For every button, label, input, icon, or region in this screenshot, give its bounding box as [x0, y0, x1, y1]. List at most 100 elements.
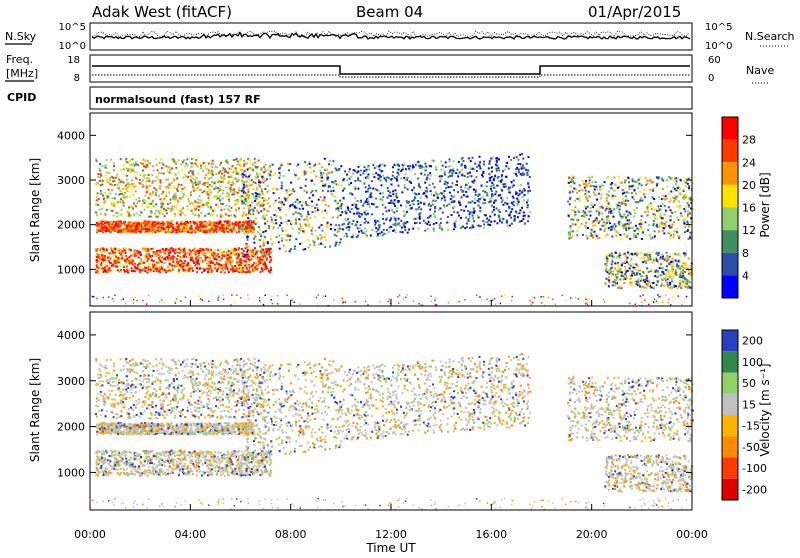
power-echo-cell-454 [216, 270, 218, 272]
power-echo-cell-2519 [236, 203, 238, 205]
power-echo-cell-4452 [574, 206, 576, 208]
power-echo-cell-3608 [517, 199, 519, 201]
power-echo-cell-2316 [137, 164, 139, 166]
power-echo-cell-3053 [453, 189, 455, 191]
power-echo-cell-2754 [311, 200, 313, 202]
power-echo-cell-471 [143, 248, 145, 250]
power-echo-cell-2195 [222, 203, 224, 205]
power-echo-cell-340 [245, 247, 247, 249]
power-echo-cell-2000 [227, 196, 229, 198]
power-echo-cell-1632 [130, 229, 132, 231]
power-echo-cell-4546 [657, 177, 659, 179]
power-echo-cell-4564 [670, 200, 672, 202]
power-echo-cell-3182 [488, 167, 490, 169]
power-echo-cell-2661 [274, 188, 276, 190]
power-echo-cell-2716 [253, 231, 255, 233]
power-echo-cell-3844 [410, 182, 412, 184]
power-echo-cell-388 [208, 268, 210, 270]
power-echo-cell-4601 [658, 252, 660, 254]
power-echo-cell-2596 [294, 246, 296, 248]
power-echo-cell-1767 [243, 212, 245, 214]
power-echo-cell-2100 [186, 158, 188, 160]
power-echo-cell-4007 [688, 187, 690, 189]
power-echo-cell-4245 [570, 225, 572, 227]
power-echo-cell-3209 [381, 184, 383, 186]
power-echo-cell-4849 [647, 252, 649, 254]
power-echo-cell-4858 [627, 252, 629, 254]
power-echo-cell-2511 [99, 176, 101, 178]
power-echo-cell-4395 [605, 209, 607, 211]
power-echo-cell-1315 [224, 221, 226, 223]
power-echo-cell-713 [245, 261, 247, 263]
power-echo-cell-2699 [308, 213, 310, 215]
power-echo-cell-4306 [674, 211, 676, 213]
power-echo-cell-3928 [463, 194, 465, 196]
power-echo-cell-2917 [302, 172, 304, 174]
power-echo-cell-3247 [415, 208, 417, 210]
power-echo-cell-2278 [238, 207, 240, 209]
power-echo-cell-3307 [359, 227, 361, 229]
power-echo-cell-597 [98, 260, 100, 262]
power-echo-cell-2601 [326, 212, 328, 214]
power-echo-cell-4237 [644, 221, 646, 223]
noise-left-tick-bottom: 10^0 [59, 41, 86, 52]
power-echo-cell-4272 [576, 234, 578, 236]
power-echo-cell-4284 [661, 194, 663, 196]
power-echo-cell-2239 [151, 193, 153, 195]
power-echo-cell-2903 [289, 250, 291, 252]
power-echo-cell-4816 [611, 267, 613, 269]
power-echo-cell-784 [158, 258, 160, 260]
power-echo-cell-2775 [243, 221, 245, 223]
power-echo-cell-2184 [116, 175, 118, 177]
power-echo-cell-2450 [264, 180, 266, 182]
power-echo-cell-3915 [430, 190, 432, 192]
power-echo-cell-3522 [459, 204, 461, 206]
power-echo-cell-4931 [665, 258, 667, 260]
power-echo-cell-230 [135, 267, 137, 269]
power-echo-cell-4190 [653, 220, 655, 222]
power-echo-cell-4490 [673, 221, 675, 223]
power-echo-cell-3713 [513, 173, 515, 175]
power-echo-cell-4747 [680, 287, 682, 289]
power-echo-cell-2836 [305, 179, 307, 181]
power-echo-cell-2361 [222, 190, 224, 192]
power-echo-cell-3010 [279, 216, 281, 218]
power-echo-cell-2135 [191, 177, 193, 179]
power-echo-cell-3725 [367, 174, 369, 176]
power-echo-cell-3808 [451, 182, 453, 184]
power-echo-cell-3920 [458, 202, 460, 204]
power-echo-cell-4198 [601, 194, 603, 196]
power-echo-cell-3985 [671, 212, 673, 214]
power-echo-cell-2022 [134, 165, 136, 167]
power-echo-cell-1631 [128, 230, 130, 232]
power-echo-cell-4171 [594, 194, 596, 196]
power-echo-cell-2521 [259, 245, 261, 247]
power-echo-cell-4361 [633, 236, 635, 238]
power-echo-cell-3295 [353, 169, 355, 171]
power-echo-cell-813 [232, 260, 234, 262]
power-echo-cell-1356 [172, 231, 174, 233]
power-echo-cell-2499 [139, 214, 141, 216]
power-echo-cell-3149 [378, 226, 380, 228]
power-echo-cell-1638 [217, 226, 219, 228]
power-echo-cell-4321 [628, 224, 630, 226]
power-echo-cell-4437 [567, 201, 569, 203]
power-echo-cell-2691 [308, 246, 310, 248]
power-echo-cell-2664 [273, 222, 275, 224]
power-echo-cell-2538 [289, 163, 291, 165]
power-echo-cell-3168 [454, 222, 456, 224]
power-echo-cell-1521 [154, 231, 156, 233]
power-echo-cell-2376 [123, 205, 125, 207]
power-echo-cell-3349 [367, 166, 369, 168]
power-echo-cell-1584 [172, 227, 174, 229]
power-echo-cell-876 [149, 267, 151, 269]
power-echo-cell-2470 [220, 185, 222, 187]
power-echo-cell-3763 [392, 193, 394, 195]
power-echo-cell-4338 [643, 189, 645, 191]
power-echo-cell-1621 [110, 222, 112, 224]
power-echo-cell-2294 [169, 184, 171, 186]
power-echo-cell-3735 [482, 202, 484, 204]
power-echo-cell-2920 [308, 223, 310, 225]
power-echo-cell-3387 [489, 224, 491, 226]
power-echo-cell-4853 [628, 263, 630, 265]
